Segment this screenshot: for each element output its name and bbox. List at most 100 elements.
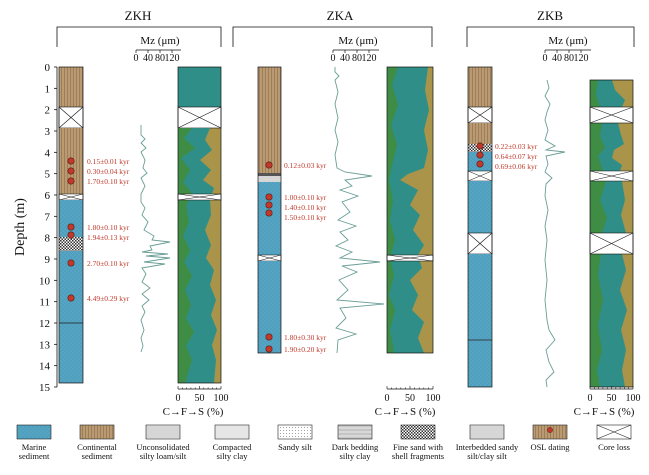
mz-tick-label: 120 xyxy=(574,53,589,64)
zkb-lithology-column xyxy=(467,66,493,388)
mz-tick-label: 120 xyxy=(362,53,377,64)
zka-mz-panel: Mz (μm) 0 40 80 120 xyxy=(331,35,385,354)
mz-tick-label: 80 xyxy=(155,53,165,64)
osl-age-label: 0.15±0.01 kyr xyxy=(87,157,130,166)
zkh-cfs-loss-1-x xyxy=(177,106,222,129)
osl-sample-dot xyxy=(67,157,75,165)
core-title-zka: ZKA xyxy=(327,8,354,23)
osl-sample-dot xyxy=(67,294,75,302)
zkh-shell-sand xyxy=(59,237,83,251)
zkb-cfs-coarse-fill xyxy=(590,80,607,387)
mz-tick-label: 80 xyxy=(564,53,574,64)
osl-sample-dot xyxy=(67,177,75,185)
zka-mz-curve xyxy=(334,67,385,354)
zka-cfs-loss-thin-x xyxy=(386,254,434,262)
depth-tick-label: 10 xyxy=(39,275,51,287)
osl-age-label: 1.94±0.13 kyr xyxy=(87,233,130,242)
core-zkh-header: ZKH xyxy=(56,8,222,47)
mz-tick-label: 0 xyxy=(134,53,139,64)
zkh-lithology-column xyxy=(58,66,84,384)
legend-label-interbedded: Interbedded sandy silt/clay silt xyxy=(455,442,519,461)
zka-loss-thin-x xyxy=(257,254,282,262)
zkb-continental-upper xyxy=(468,67,492,107)
depth-tick-label: 2 xyxy=(45,105,51,117)
osl-sample-dot xyxy=(67,167,75,175)
legend-swatch-osl xyxy=(532,424,568,440)
core-zka-header: ZKA xyxy=(232,8,433,47)
osl-age-label: 1.80±0.10 kyr xyxy=(87,223,130,232)
depth-tick-label: 1 xyxy=(45,83,51,95)
legend xyxy=(16,424,632,440)
mz-tick-label: 0 xyxy=(543,53,548,64)
zka-marine-lower xyxy=(258,261,281,353)
cfs-tick-label: 100 xyxy=(426,393,441,404)
osl-age-label: 1.80±0.30 kyr xyxy=(284,333,327,342)
zkb-cfs-loss-2-x xyxy=(589,170,634,182)
zka-dark-band xyxy=(258,173,281,176)
zkh-mz-label: Mz (μm) xyxy=(140,35,180,47)
osl-age-label: 4.49±0.29 kyr xyxy=(87,294,130,303)
osl-age-label: 1.90±0.20 kyr xyxy=(284,345,327,354)
legend-label-sandysilt: Sandy silt xyxy=(278,442,312,452)
zkb-mz-curve xyxy=(544,79,566,388)
osl-age-label: 0.22±0.03 kyr xyxy=(495,142,538,151)
core-bracket-zka xyxy=(232,26,433,47)
legend-label-finesand: Fine sand with shell fragments xyxy=(391,442,445,461)
osl-sample-dot xyxy=(476,151,484,159)
depth-tick-label: 0 xyxy=(45,62,51,74)
osl-sample-dot xyxy=(265,333,273,341)
zkb-column-frame xyxy=(467,66,493,388)
mz-tick-label: 40 xyxy=(340,53,350,64)
zkh-cfs-frame xyxy=(177,66,222,384)
osl-sample-dot xyxy=(265,209,273,217)
zka-lithology-column xyxy=(257,66,282,354)
core-bracket-zkh xyxy=(56,26,222,47)
cfs-tick-label: 50 xyxy=(405,393,415,404)
zka-cfs-label: C→F→S (%) xyxy=(375,406,436,418)
depth-tick-label: 7 xyxy=(45,211,51,223)
zkh-continental-upper xyxy=(59,67,83,107)
depth-axis-label: Depth (m) xyxy=(13,198,28,256)
zkh-marine-upper xyxy=(59,200,83,237)
zkb-mz-panel: Mz (μm) 0 40 80 120 xyxy=(543,35,591,388)
legend-label-marine: Marine sediment xyxy=(18,442,50,461)
osl-sample-dot xyxy=(265,161,273,169)
legend-label-dark: Dark bedding silty clay xyxy=(331,442,379,461)
mz-tick-label: 0 xyxy=(331,53,336,64)
legend-swatch-sandysilt xyxy=(277,424,313,440)
zkh-core-loss-1-x xyxy=(58,106,84,129)
depth-tick-label: 4 xyxy=(45,147,51,159)
depth-tick-label: 14 xyxy=(39,361,51,373)
osl-sample-dot xyxy=(67,231,75,239)
zkh-column-frame xyxy=(58,66,84,384)
mz-tick-label: 40 xyxy=(143,53,153,64)
osl-age-label: 2.70±0.10 kyr xyxy=(87,259,130,268)
zka-mz-label: Mz (μm) xyxy=(338,35,378,47)
legend-label-compacted: Compacted silty clay xyxy=(212,442,252,461)
zkb-loss-1-x xyxy=(467,106,493,124)
zkb-marine-mid xyxy=(468,181,492,233)
cfs-tick-label: 50 xyxy=(195,393,205,404)
osl-age-label: 1.00±0.10 kyr xyxy=(284,193,327,202)
core-title-zkb: ZKB xyxy=(537,8,563,23)
cfs-tick-label: 50 xyxy=(607,393,617,404)
osl-sample-dot xyxy=(265,201,273,209)
osl-age-label: 0.30±0.04 kyr xyxy=(87,167,130,176)
legend-swatch-dark xyxy=(337,424,373,440)
cfs-tick-label: 100 xyxy=(214,393,229,404)
depth-tick-label: 13 xyxy=(39,339,51,351)
depth-tick-label: 6 xyxy=(45,190,51,202)
zka-continental xyxy=(258,67,281,173)
zka-interbedded xyxy=(258,176,281,182)
zkb-cfs-panel: 0 50 100 C→F→S (%) xyxy=(574,79,641,418)
legend-label-continental: Continental sediment xyxy=(77,442,117,461)
core-bracket-zkb xyxy=(466,26,635,47)
zka-cfs-frame xyxy=(386,66,434,354)
zka-marine-upper xyxy=(258,182,281,255)
zkh-cfs-continental-upper xyxy=(178,67,221,107)
cfs-tick-label: 0 xyxy=(176,393,181,404)
